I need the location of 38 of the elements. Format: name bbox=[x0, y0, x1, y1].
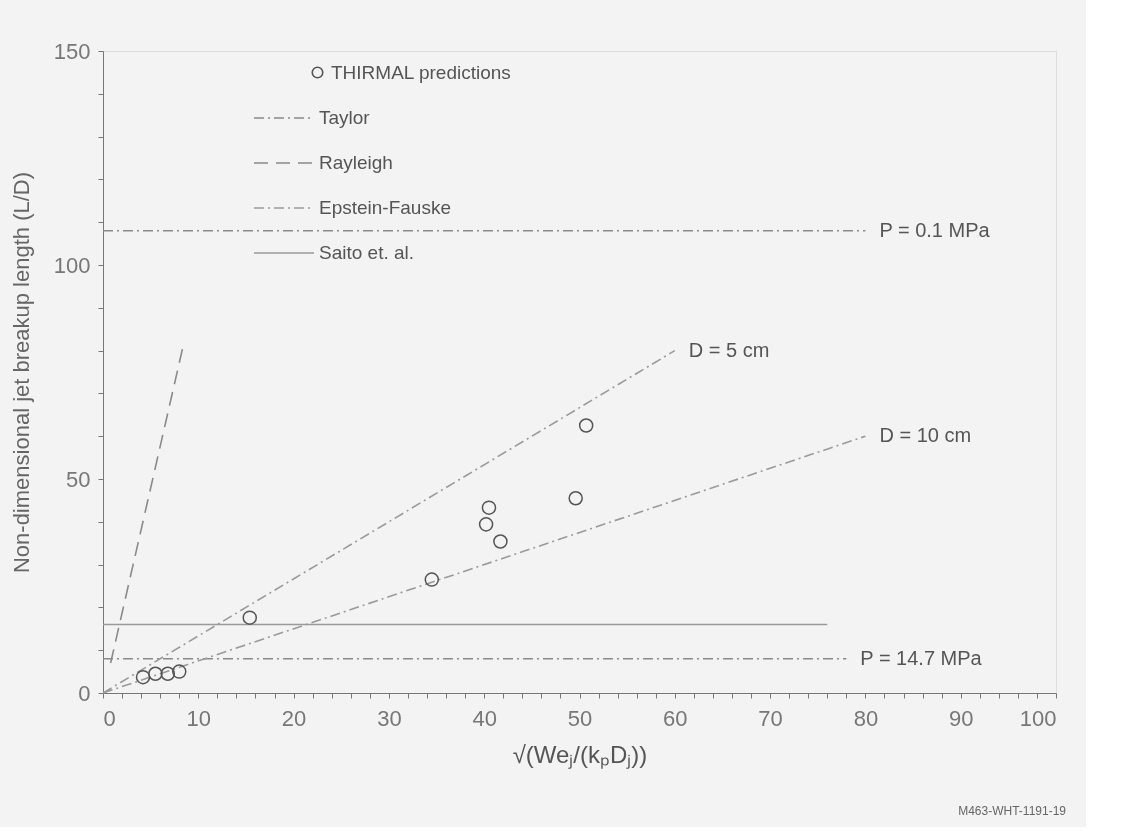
y-tick-label: 0 bbox=[78, 680, 91, 706]
x-tick-label: 70 bbox=[758, 705, 783, 731]
x-tick-label: 20 bbox=[281, 705, 307, 731]
x-tick-label: 40 bbox=[472, 705, 497, 731]
y-tick-label: 150 bbox=[53, 38, 91, 64]
y-tick-label: 50 bbox=[66, 466, 91, 492]
annotation: P = 14.7 MPa bbox=[860, 646, 983, 669]
x-tick-label: 80 bbox=[853, 705, 879, 731]
x-tick-label: 100 bbox=[1019, 705, 1057, 731]
legend-label: THIRMAL predictions bbox=[331, 61, 511, 83]
legend-label: Epstein-Fauske bbox=[319, 197, 452, 218]
annotation: P = 0.1 MPa bbox=[879, 218, 991, 241]
point bbox=[148, 666, 163, 681]
point bbox=[481, 500, 497, 515]
x-tick-label: 60 bbox=[663, 705, 688, 731]
x-tick-label: 90 bbox=[948, 705, 974, 731]
point bbox=[478, 517, 494, 532]
y-tick-label: 100 bbox=[53, 252, 91, 278]
legend-label: Rayleigh bbox=[319, 152, 393, 173]
legend-label: Taylor bbox=[319, 107, 371, 128]
point bbox=[171, 664, 187, 679]
point bbox=[135, 669, 151, 685]
point bbox=[242, 610, 258, 625]
x-tick-label: 50 bbox=[567, 705, 593, 731]
y-axis-title: Non-dimensional jet breakup length (L/D) bbox=[8, 171, 34, 574]
point bbox=[424, 572, 440, 587]
x-tick-label: 0 bbox=[103, 705, 116, 731]
x-tick-label: 10 bbox=[186, 705, 212, 731]
point bbox=[493, 534, 508, 549]
x-axis-title: √(Weⱼ/(kₚDⱼ)) bbox=[512, 740, 648, 769]
annotation: D = 5 cm bbox=[688, 338, 770, 361]
text: M463-WHT-1191-19 bbox=[958, 804, 1067, 818]
point bbox=[568, 491, 583, 506]
annotation: D = 10 cm bbox=[879, 424, 972, 447]
x-tick-label: 30 bbox=[377, 705, 402, 731]
legend-label: Saito et. al. bbox=[319, 242, 415, 263]
point bbox=[160, 666, 176, 681]
point bbox=[578, 418, 594, 433]
